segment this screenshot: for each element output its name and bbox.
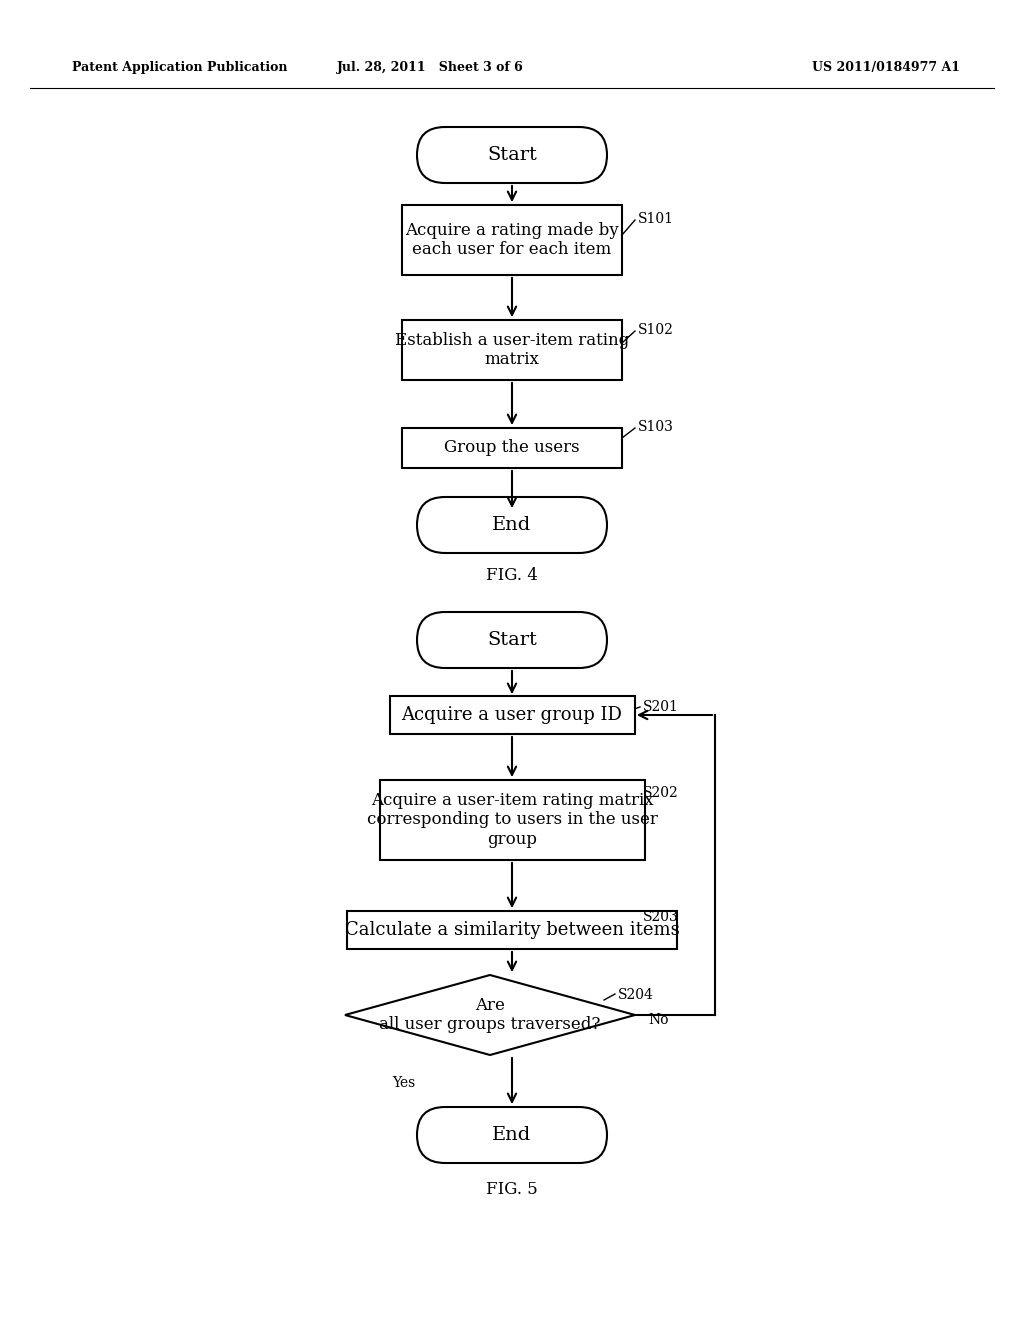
Text: No: No (648, 1012, 669, 1027)
Text: Acquire a user group ID: Acquire a user group ID (401, 706, 623, 723)
Text: Patent Application Publication: Patent Application Publication (72, 62, 288, 74)
Text: US 2011/0184977 A1: US 2011/0184977 A1 (812, 62, 961, 74)
Text: Start: Start (487, 147, 537, 164)
Text: S102: S102 (638, 323, 674, 337)
FancyBboxPatch shape (417, 127, 607, 183)
Text: Acquire a user-item rating matrix
corresponding to users in the user
group: Acquire a user-item rating matrix corres… (367, 792, 657, 849)
Text: Group the users: Group the users (444, 440, 580, 457)
Text: Jul. 28, 2011   Sheet 3 of 6: Jul. 28, 2011 Sheet 3 of 6 (337, 62, 523, 74)
FancyBboxPatch shape (417, 612, 607, 668)
Bar (402, 428, 622, 469)
Text: Calculate a similarity between items: Calculate a similarity between items (345, 921, 679, 939)
Text: FIG. 4: FIG. 4 (486, 566, 538, 583)
Text: S202: S202 (643, 785, 679, 800)
Text: S203: S203 (643, 909, 679, 924)
Bar (347, 911, 677, 949)
Bar (402, 205, 622, 275)
Bar (389, 696, 635, 734)
FancyBboxPatch shape (417, 498, 607, 553)
Text: End: End (493, 1126, 531, 1144)
Text: S201: S201 (643, 700, 679, 714)
Text: S204: S204 (618, 987, 654, 1002)
Bar (380, 780, 644, 861)
Text: S103: S103 (638, 420, 674, 434)
Text: Start: Start (487, 631, 537, 649)
Text: S101: S101 (638, 213, 674, 226)
FancyBboxPatch shape (417, 1107, 607, 1163)
Polygon shape (345, 975, 635, 1055)
Text: FIG. 5: FIG. 5 (486, 1181, 538, 1199)
Text: Are
all user groups traversed?: Are all user groups traversed? (379, 997, 601, 1034)
Text: Yes: Yes (392, 1076, 416, 1090)
Text: Acquire a rating made by
each user for each item: Acquire a rating made by each user for e… (406, 222, 618, 259)
Text: End: End (493, 516, 531, 535)
Text: Establish a user-item rating
matrix: Establish a user-item rating matrix (395, 331, 629, 368)
Bar (402, 319, 622, 380)
